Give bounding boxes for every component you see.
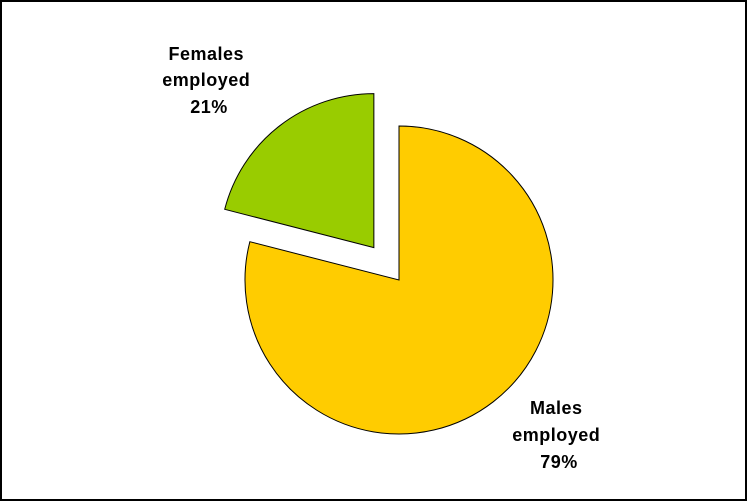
females-label-line-2: employed <box>162 70 250 90</box>
males-label-line-1: Males <box>530 398 583 418</box>
females-label-line-1: Females <box>168 44 244 64</box>
males-value-label: 79% <box>540 452 578 472</box>
pie-slice-males-employed <box>244 125 554 435</box>
pie-slice-females-employed <box>224 93 375 249</box>
pie-slices <box>224 93 554 435</box>
males-label-line-2: employed <box>512 425 600 445</box>
females-value-label: 21% <box>190 97 228 117</box>
females-label: Females employed 21% <box>162 44 256 117</box>
males-label: Males employed 79% <box>512 398 606 472</box>
